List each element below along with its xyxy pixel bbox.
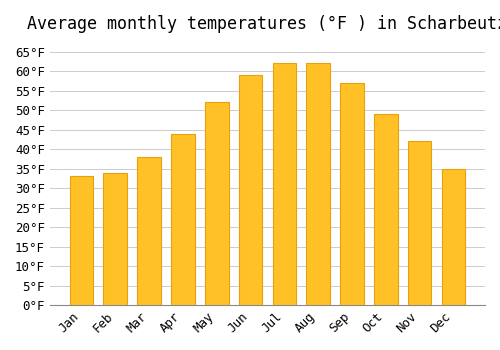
Bar bbox=[104, 173, 127, 305]
Bar bbox=[138, 157, 161, 305]
Title: Average monthly temperatures (°F ) in Scharbeutz: Average monthly temperatures (°F ) in Sc… bbox=[28, 15, 500, 33]
Bar bbox=[340, 83, 364, 305]
Bar bbox=[306, 63, 330, 305]
Bar bbox=[70, 176, 94, 305]
Bar bbox=[272, 63, 296, 305]
Bar bbox=[171, 134, 194, 305]
Bar bbox=[408, 141, 432, 305]
Bar bbox=[238, 75, 262, 305]
Bar bbox=[205, 103, 229, 305]
Bar bbox=[374, 114, 398, 305]
Bar bbox=[442, 169, 465, 305]
